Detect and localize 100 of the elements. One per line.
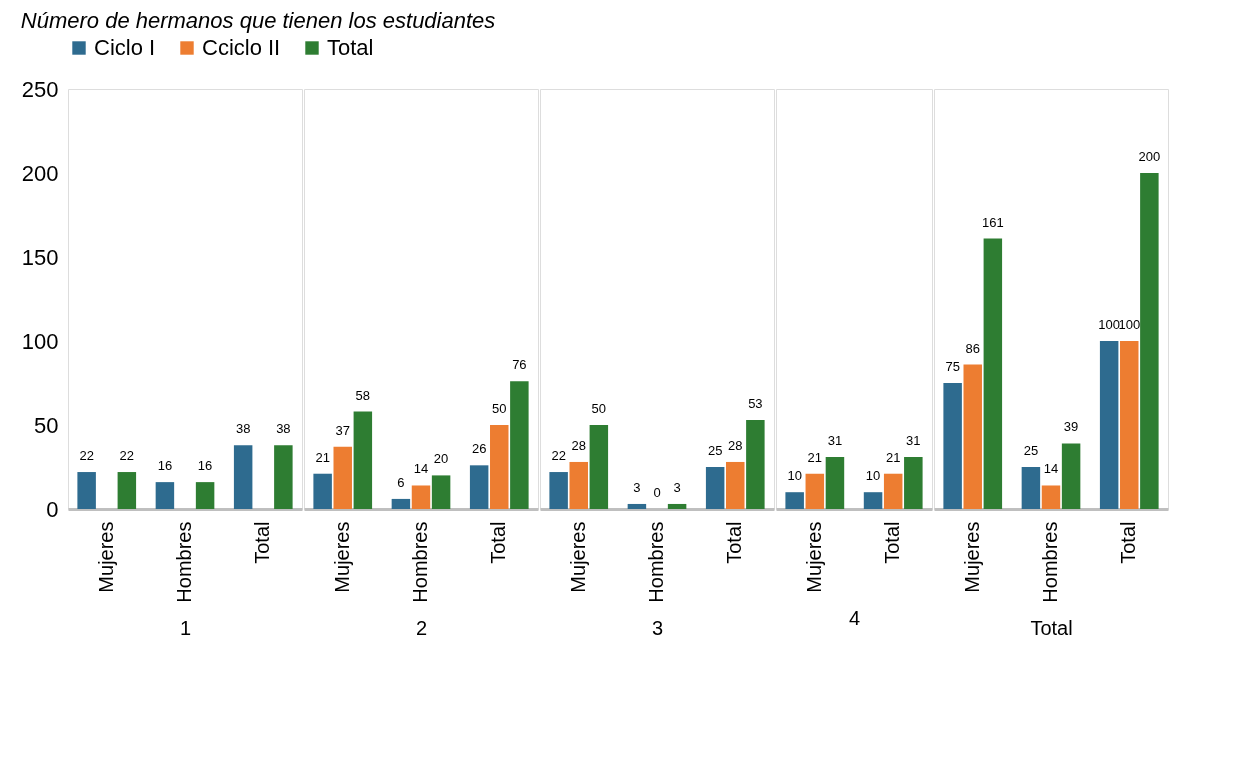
data-label: 50: [591, 401, 607, 416]
x-tick-label: Mujeres: [566, 521, 589, 593]
data-label: 100: [1118, 317, 1141, 332]
bar: [233, 445, 253, 509]
data-label: 21: [807, 449, 823, 465]
bar: [510, 381, 529, 509]
bar: [667, 503, 687, 509]
data-label: 25: [707, 443, 723, 458]
bar: [195, 482, 215, 509]
y-tick-label: 200: [21, 160, 59, 186]
data-label: 100: [1098, 317, 1121, 332]
data-label: 38: [235, 421, 251, 437]
x-tick-label: Hombres: [645, 521, 667, 603]
data-label: 86: [965, 340, 980, 356]
bar: [589, 425, 609, 509]
data-label: 3: [673, 479, 681, 495]
bar: [333, 446, 352, 509]
y-tick-label: 250: [21, 76, 59, 102]
data-label: 16: [197, 458, 213, 474]
data-label: 76: [512, 357, 527, 373]
data-label: 53: [748, 395, 763, 411]
bar: [77, 472, 96, 509]
bar: [983, 238, 1003, 509]
data-label: 0: [653, 485, 661, 500]
bar: [1140, 173, 1159, 509]
x-tick-label: Hombres: [409, 521, 431, 603]
bar: [469, 465, 489, 509]
data-label: 20: [433, 451, 449, 467]
x-tick-label: Hombres: [173, 521, 195, 603]
bar: [274, 445, 293, 509]
data-label: 10: [787, 468, 802, 484]
x-tick-label: Mujeres: [330, 521, 353, 593]
bar: [569, 461, 588, 509]
data-label: 3: [633, 479, 641, 495]
x-tick-label: Total: [1117, 521, 1140, 564]
data-label: 26: [471, 441, 487, 457]
bar: [1099, 341, 1119, 509]
x-tick-label: Total: [251, 521, 274, 564]
data-label: 37: [335, 422, 350, 438]
bar: [627, 503, 647, 509]
data-label: 22: [551, 448, 566, 464]
data-label: 50: [492, 401, 507, 416]
y-tick-label: 100: [21, 328, 59, 354]
legend-label: Cciclo II: [202, 35, 281, 60]
y-tick-label: 150: [21, 244, 59, 270]
legend-label: Ciclo I: [94, 35, 156, 60]
data-label: 28: [571, 437, 586, 453]
bar: [431, 475, 451, 509]
bar: [963, 364, 982, 509]
bar: [1120, 341, 1139, 509]
bar: [1021, 467, 1041, 509]
data-label: 28: [728, 437, 743, 453]
data-label: 75: [945, 359, 960, 374]
chart-title: Número de hermanos que tienen los estudiantes: [20, 8, 496, 33]
bar: [943, 383, 962, 509]
y-tick-label: 50: [34, 412, 59, 438]
data-label: 31: [906, 432, 921, 448]
bar: [549, 472, 568, 509]
data-label: 21: [885, 449, 901, 465]
x-axis-title: 3: [651, 616, 664, 639]
data-label: 31: [827, 432, 843, 448]
x-axis-title: 4: [848, 606, 861, 629]
data-label: 25: [1023, 443, 1039, 458]
x-axis-title: 2: [415, 616, 428, 639]
x-axis-title: 1: [179, 616, 192, 639]
bar: [1061, 443, 1081, 509]
y-tick-label: 0: [46, 496, 59, 522]
legend-label: Total: [327, 35, 374, 60]
bar: [117, 472, 137, 509]
bar: [1041, 485, 1061, 509]
data-label: 10: [865, 468, 881, 484]
data-label: 6: [397, 474, 405, 490]
x-tick-label: Mujeres: [960, 521, 983, 593]
data-label: 21: [315, 449, 330, 465]
bar: [313, 473, 332, 509]
bar: [490, 425, 509, 509]
data-label: 22: [79, 448, 94, 464]
x-tick-label: Total: [881, 521, 904, 564]
data-label: 14: [1043, 461, 1059, 477]
bar: [726, 461, 745, 509]
data-label: 14: [413, 461, 429, 477]
data-label: 161: [981, 214, 1004, 230]
x-tick-label: Mujeres: [94, 521, 117, 593]
data-label: 58: [355, 387, 371, 403]
x-tick-label: Total: [487, 521, 510, 564]
bar: [411, 485, 431, 509]
data-label: 22: [119, 448, 135, 464]
bar: [391, 498, 411, 509]
data-label: 39: [1063, 419, 1079, 435]
x-axis-title: Total: [1030, 616, 1073, 639]
data-label: 200: [1138, 149, 1161, 164]
x-tick-label: Total: [723, 521, 746, 564]
bar: [705, 467, 725, 509]
bar: [746, 419, 765, 509]
bar: [353, 411, 373, 509]
data-label: 38: [276, 421, 291, 437]
x-tick-label: Mujeres: [802, 521, 825, 593]
data-label: 16: [157, 458, 173, 474]
x-tick-label: Hombres: [1039, 521, 1061, 603]
bar: [155, 482, 175, 509]
